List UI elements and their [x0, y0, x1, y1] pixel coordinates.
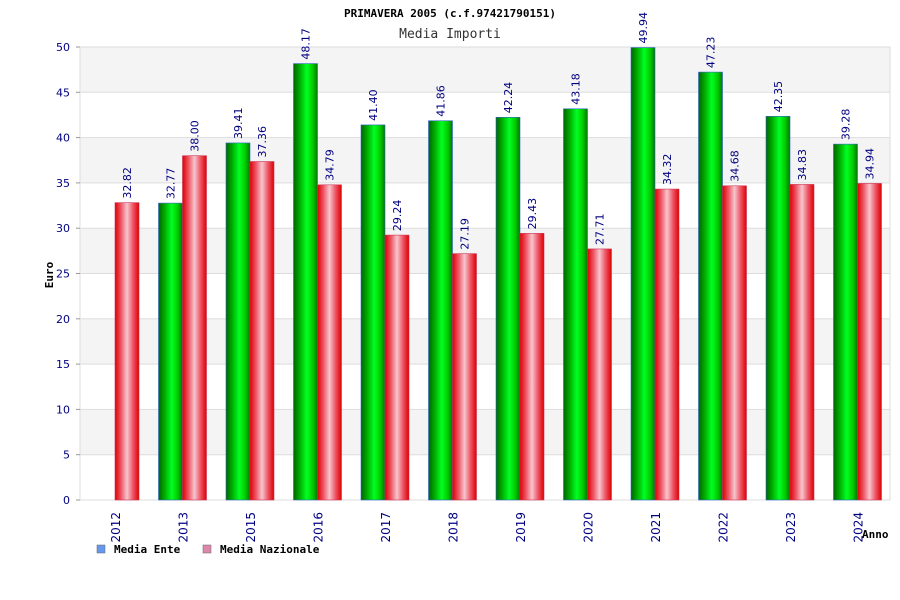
- y-tick-label: 40: [56, 132, 70, 145]
- plot-band: [80, 137, 890, 183]
- bar-media-ente-2021: [630, 47, 656, 501]
- plot-band: [80, 454, 890, 500]
- plot-band: [80, 364, 890, 410]
- y-tick-label: 0: [63, 494, 70, 507]
- bar-media-nazionale-2013: [182, 155, 207, 501]
- x-tick-label: 2021: [649, 512, 663, 543]
- plot-band: [80, 228, 890, 274]
- value-label: 27.71: [594, 213, 607, 245]
- x-tick-label: 2022: [717, 512, 731, 543]
- legend-label: Media Ente: [114, 543, 181, 556]
- x-tick-label: 2017: [379, 512, 393, 543]
- bar-media-nazionale-2016: [317, 184, 342, 501]
- value-label: 41.86: [435, 85, 448, 117]
- y-tick-label: 15: [56, 358, 70, 371]
- legend-swatch: [96, 544, 106, 554]
- legend: Media Ente Media Nazionale: [96, 543, 320, 556]
- plot-background: [79, 46, 891, 501]
- bar-media-ente-2024: [833, 143, 858, 501]
- bar-media-nazionale-2024: [857, 183, 882, 501]
- bar-media-ente-2020: [563, 108, 588, 501]
- x-tick-label: 2023: [784, 512, 798, 543]
- value-label: 41.40: [367, 89, 380, 121]
- bars: [114, 47, 882, 501]
- value-label: 39.41: [232, 107, 245, 139]
- bar-media-nazionale-2022: [722, 185, 747, 501]
- bar-media-ente-2019: [495, 117, 521, 501]
- bar-media-nazionale-2020: [587, 248, 612, 501]
- y-tick-label: 30: [56, 222, 70, 235]
- grid-lines: [80, 46, 890, 501]
- value-label: 32.82: [121, 167, 134, 199]
- value-label: 49.94: [637, 12, 650, 44]
- value-label: 37.36: [256, 126, 269, 158]
- y-tick-label: 35: [56, 177, 70, 190]
- chart-subtitle: Media Importi: [399, 27, 501, 42]
- value-label: 38.00: [189, 120, 202, 152]
- value-label: 34.83: [796, 149, 809, 181]
- y-axis-label: Euro: [43, 261, 56, 288]
- value-label: 34.94: [864, 148, 877, 180]
- x-tick-label: 2015: [244, 512, 258, 543]
- value-label: 34.68: [729, 150, 742, 182]
- bar-media-nazionale-2018: [452, 253, 477, 501]
- value-label: 34.32: [661, 154, 674, 186]
- x-tick-label: 2019: [514, 512, 528, 543]
- value-label: 43.18: [570, 73, 583, 105]
- y-tick-label: 25: [56, 268, 70, 281]
- bar-media-nazionale-2023: [789, 184, 815, 501]
- plot-band: [80, 182, 890, 229]
- plot-band: [80, 92, 890, 138]
- value-label: 48.17: [300, 28, 313, 60]
- bar-media-ente-2017: [360, 124, 386, 501]
- bar-media-nazionale-2021: [654, 188, 680, 501]
- value-label: 42.24: [502, 82, 515, 114]
- y-tick-label: 5: [63, 449, 70, 462]
- x-tick-label: 2020: [582, 512, 596, 543]
- value-labels: 32.82 32.77 38.00 39.41 37.36 48.17 34.79 41.40…: [121, 12, 877, 250]
- x-tick-label: 2016: [312, 512, 326, 543]
- value-label: 42.35: [772, 81, 785, 113]
- plot-band: [80, 409, 890, 455]
- plot-band: [80, 47, 890, 93]
- y-tick-label: 20: [56, 313, 70, 326]
- value-label: 29.43: [526, 198, 539, 230]
- x-tick-label: 2018: [447, 512, 461, 543]
- bar-media-ente-2022: [698, 71, 723, 501]
- value-label: 34.79: [324, 149, 337, 181]
- y-tick-label: 45: [56, 86, 70, 99]
- x-tick-label: 2024: [852, 512, 866, 543]
- legend-swatch: [202, 544, 212, 554]
- chart-title: PRIMAVERA 2005 (c.f.97421790151): [344, 7, 556, 20]
- bar-media-ente-2015: [225, 142, 251, 501]
- value-label: 27.19: [459, 218, 472, 250]
- bar-media-ente-2016: [293, 63, 318, 501]
- legend-label: Media Nazionale: [220, 543, 320, 556]
- value-label: 32.77: [165, 168, 178, 200]
- y-tick-label: 50: [56, 41, 70, 54]
- x-axis-label: Anno: [862, 528, 889, 541]
- y-tick-label: 10: [56, 403, 70, 416]
- bar-media-ente-2013: [158, 202, 183, 501]
- x-axis-ticks: 2012 2013 2015 2016 2017 2018 2019 2020 2021 2022…: [109, 512, 866, 543]
- value-label: 29.24: [391, 200, 404, 232]
- x-tick-label: 2013: [177, 512, 191, 543]
- bar-media-nazionale-2017: [384, 234, 410, 501]
- bar-media-ente-2018: [428, 120, 453, 501]
- value-label: 39.28: [840, 109, 853, 141]
- plot-band: [80, 273, 890, 319]
- bar-media-ente-2023: [765, 116, 791, 501]
- bar-media-nazionale-2015: [249, 161, 275, 501]
- plot-band: [80, 318, 890, 365]
- y-axis-ticks: 0 5 10 15 20 25 30 35 40 45 50: [56, 41, 80, 507]
- x-tick-label: 2012: [109, 512, 123, 543]
- value-label: 47.23: [705, 37, 718, 69]
- bar-media-nazionale-2012: [114, 202, 140, 501]
- bar-media-nazionale-2019: [519, 233, 545, 501]
